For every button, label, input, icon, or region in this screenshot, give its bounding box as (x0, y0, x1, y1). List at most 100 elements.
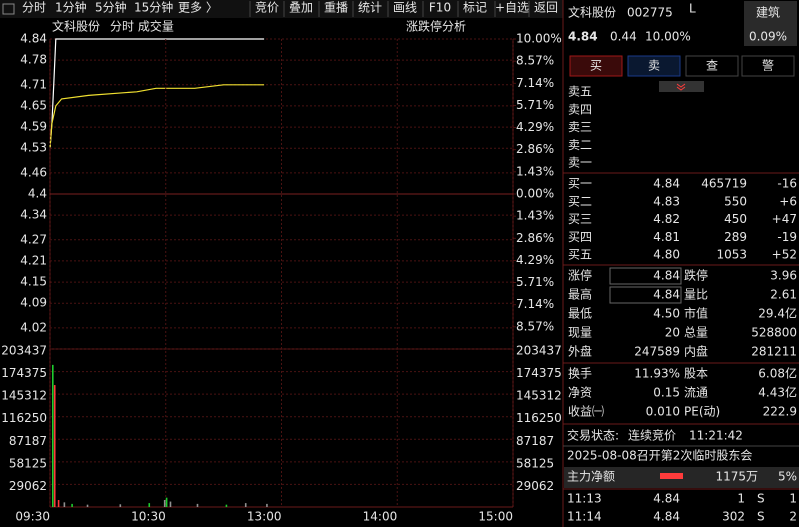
stat-label: 跌停 (684, 268, 708, 283)
y2-tick-label: 7.14% (516, 297, 554, 311)
toolbar-button[interactable]: +自选 (495, 1, 529, 15)
action-label[interactable]: 警 (762, 58, 774, 73)
action-label[interactable]: 买 (590, 59, 602, 73)
toolbar-tab[interactable]: 1分钟 (55, 0, 87, 15)
y2-tick-label: 174375 (516, 366, 562, 380)
fund-label: 流通 (684, 386, 708, 400)
toolbar-button[interactable]: 统计 (358, 1, 382, 15)
action-button[interactable] (569, 55, 623, 77)
action-label[interactable]: 查 (706, 59, 718, 73)
x-tick-label: 10:30 (131, 510, 166, 524)
y-tick-label: 4.15 (20, 275, 47, 289)
y2-tick-label: 8.57% (516, 54, 554, 68)
volume-bar (63, 502, 66, 507)
bid-volume: 550 (724, 194, 747, 208)
bid-price: 4.80 (653, 248, 680, 262)
y-tick-label: 4.27 (20, 232, 47, 246)
y2-tick-label: 4.29% (516, 253, 554, 267)
trade-count: 2 (789, 510, 797, 524)
toolbar-tab[interactable]: 5分钟 (95, 0, 127, 15)
fund-label: PE(动) (684, 405, 720, 419)
stat-value: 528800 (751, 326, 797, 340)
y-tick-label: 203437 (1, 344, 47, 358)
stat-value: 4.84 (653, 269, 680, 283)
bid-label: 买一 (568, 177, 592, 191)
y2-tick-label: 4.29% (516, 120, 554, 134)
toolbar-button[interactable]: 叠加 (289, 1, 313, 15)
toolbar-button[interactable]: F10 (429, 1, 451, 15)
value-box (609, 267, 682, 285)
volume-bar (86, 504, 89, 507)
trade-price: 4.84 (653, 492, 680, 506)
bid-label: 买五 (568, 248, 592, 262)
volume-bar (266, 503, 268, 507)
fund-value: 11.93% (634, 367, 680, 381)
toolbar-tab[interactable]: 分时 (22, 1, 46, 15)
toolbar-button[interactable]: 画线 (393, 1, 417, 15)
price-change: 0.44 (610, 30, 637, 44)
stat-value: 29.4亿 (758, 306, 797, 321)
fund-value: 4.43亿 (758, 385, 797, 400)
volume-bar (165, 497, 168, 507)
y2-tick-label: 5.71% (516, 98, 554, 112)
ask-label: 卖三 (568, 120, 592, 134)
toolbar-tab[interactable]: 15分钟 (134, 0, 173, 15)
stat-label: 内盘 (684, 344, 708, 359)
bid-price: 4.84 (653, 177, 680, 191)
x-tick-label: 14:00 (363, 510, 398, 524)
stat-label: 外盘 (568, 344, 592, 359)
expand-arrow (676, 83, 686, 91)
y2-tick-label: 29062 (516, 479, 554, 493)
y2-tick-label: 203437 (516, 344, 562, 358)
chart-annotation[interactable]: 涨跌停分析 (406, 19, 466, 34)
volume-bar (163, 500, 166, 507)
stat-value: 3.96 (770, 269, 797, 283)
trade-price: 4.84 (653, 510, 680, 524)
toolbar-button[interactable]: 竞价 (255, 1, 279, 15)
action-button[interactable] (741, 55, 795, 77)
flow-amount: 1175万 (715, 470, 758, 484)
x-tick-label: 13:00 (247, 510, 282, 524)
toolbar-tab[interactable]: 更多 〉 (178, 1, 218, 15)
y2-tick-label: 0.00% (516, 187, 554, 201)
y-tick-label: 4.46 (20, 165, 47, 179)
action-button[interactable] (685, 55, 739, 77)
y-tick-label: 87187 (9, 434, 47, 448)
toolbar-button[interactable]: 返回 (534, 1, 558, 15)
fund-value: 222.9 (763, 405, 797, 419)
toolbar-button[interactable]: 标记 (463, 1, 487, 15)
y2-tick-label: 2.86% (516, 231, 554, 245)
action-label[interactable]: 卖 (648, 59, 660, 73)
y2-tick-label: 1.43% (516, 164, 554, 178)
stat-value: 4.50 (653, 307, 680, 321)
sector-change: 0.09% (749, 30, 787, 44)
bid-change: +47 (772, 212, 797, 226)
y-tick-label: 4.59 (20, 120, 47, 134)
sector-name[interactable]: 建筑 (756, 5, 780, 20)
trade-side: S (757, 510, 765, 524)
action-button[interactable] (627, 55, 681, 77)
volume-bar (169, 501, 172, 507)
value-box (609, 286, 682, 304)
y-tick-label: 4.4 (28, 187, 47, 201)
stat-label: 现量 (568, 326, 592, 340)
y2-tick-label: 1.43% (516, 209, 554, 223)
price-line (49, 84, 265, 149)
volume-bar (57, 500, 60, 507)
y-tick-label: 145312 (1, 389, 47, 403)
y-tick-label: 4.53 (20, 141, 47, 155)
stock-name: 文科股份 (568, 5, 616, 20)
ask-label: 卖一 (568, 156, 592, 170)
y-tick-label: 4.84 (20, 32, 47, 46)
y2-tick-label: 116250 (516, 411, 562, 425)
toolbar-button[interactable]: 重播 (324, 1, 348, 15)
y2-tick-label: 5.71% (516, 275, 554, 289)
y-tick-label: 58125 (9, 456, 47, 470)
y-tick-label: 4.02 (20, 320, 47, 334)
stock-code: 002775 (627, 6, 673, 20)
fund-label: 收益㈠ (568, 405, 604, 419)
bid-volume: 289 (724, 230, 747, 244)
fund-value: 6.08亿 (758, 366, 797, 381)
notice[interactable]: 2025-08-08召开第2次临时股东会 (567, 449, 752, 463)
last-price: 4.84 (568, 30, 598, 44)
